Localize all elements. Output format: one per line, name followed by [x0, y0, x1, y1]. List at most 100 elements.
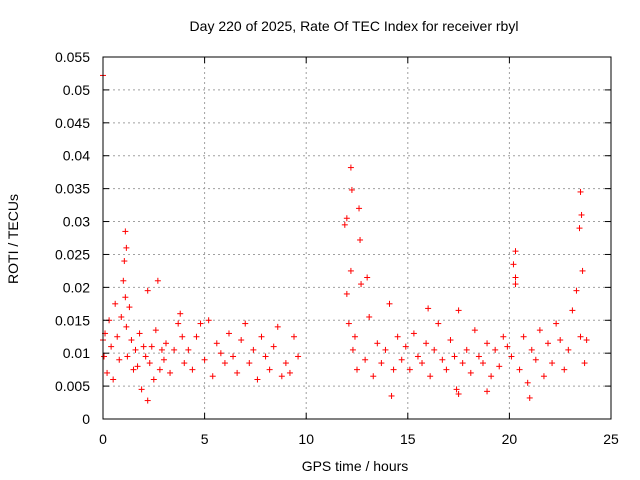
data-point: [576, 225, 583, 232]
data-point: [177, 310, 184, 317]
data-point: [453, 386, 460, 393]
data-point: [512, 248, 519, 255]
data-point: [492, 346, 499, 353]
data-point: [246, 360, 253, 367]
data-point: [577, 188, 584, 195]
data-point: [144, 397, 151, 404]
data-point: [394, 333, 401, 340]
data-point: [520, 333, 527, 340]
data-point: [250, 346, 257, 353]
data-point: [402, 343, 409, 350]
data-point: [286, 369, 293, 376]
data-point: [390, 366, 397, 373]
data-point: [354, 366, 360, 373]
data-point: [341, 221, 348, 228]
data-point: [581, 360, 588, 367]
data-point: [382, 346, 389, 353]
data-point: [510, 261, 517, 268]
data-point: [160, 356, 167, 363]
data-point: [116, 356, 123, 363]
data-point: [348, 186, 355, 193]
y-axis-ticks: 0 0.005 0.01 0.015 0.02 0.025 0.03 0.035 0.04 0.0…: [55, 49, 611, 427]
data-point: [569, 307, 576, 314]
data-point: [524, 379, 531, 386]
data-point: [144, 287, 151, 294]
y-tick-label: 0.05: [63, 82, 90, 98]
data-point: [122, 228, 129, 235]
data-point: [167, 369, 174, 376]
data-point: [112, 300, 119, 307]
data-point: [447, 337, 454, 344]
data-point: [175, 320, 182, 327]
data-point: [221, 360, 228, 367]
x-axis-ticks: 0 5 10 15 20 25: [99, 57, 619, 447]
data-point: [142, 353, 149, 360]
data-point: [545, 340, 552, 347]
data-point: [475, 353, 482, 360]
y-tick-label: 0.01: [63, 345, 90, 361]
y-tick-label: 0.025: [55, 246, 90, 262]
data-point: [148, 343, 155, 350]
data-point: [132, 346, 139, 353]
data-point: [364, 274, 371, 281]
data-point: [213, 340, 220, 347]
data-point: [583, 337, 590, 344]
x-tick-label: 15: [400, 431, 416, 447]
data-point: [488, 373, 495, 380]
x-tick-label: 25: [603, 431, 619, 447]
data-point: [455, 307, 462, 314]
data-point: [427, 373, 434, 380]
data-point: [484, 340, 491, 347]
data-point: [234, 369, 241, 376]
data-point: [171, 346, 178, 353]
data-point: [123, 323, 130, 330]
data-point: [152, 327, 159, 334]
data-point: [274, 323, 281, 330]
y-tick-label: 0.015: [55, 312, 90, 328]
data-point: [242, 320, 249, 327]
y-tick-label: 0: [82, 411, 90, 427]
data-point: [128, 337, 135, 344]
x-tick-label: 20: [502, 431, 518, 447]
data-point: [386, 300, 393, 307]
data-point: [185, 346, 192, 353]
y-tick-label: 0.045: [55, 115, 90, 131]
data-point: [156, 366, 163, 373]
data-point: [343, 215, 350, 222]
x-axis-label: GPS time / hours: [302, 458, 409, 474]
data-point: [347, 267, 354, 274]
data-point: [443, 366, 450, 373]
data-point: [254, 376, 261, 383]
x-tick-label: 5: [201, 431, 209, 447]
data-point: [459, 360, 466, 367]
data-point: [108, 343, 115, 350]
data-point: [270, 343, 277, 350]
data-point: [526, 394, 533, 401]
data-point: [553, 320, 560, 327]
data-point: [406, 366, 413, 373]
data-point: [158, 346, 165, 353]
data-point: [439, 356, 446, 363]
data-point: [258, 333, 265, 340]
data-point: [347, 164, 354, 171]
y-tick-label: 0.02: [63, 279, 90, 295]
data-point: [146, 360, 153, 367]
data-point: [508, 353, 515, 360]
data-point: [343, 290, 350, 297]
data-point: [351, 333, 358, 340]
grid-lines: [103, 57, 611, 419]
data-point: [388, 392, 395, 399]
data-point: [189, 366, 196, 373]
data-point: [101, 353, 108, 360]
data-point: [295, 353, 302, 360]
data-point: [419, 360, 426, 367]
data-point: [500, 333, 507, 340]
data-point: [130, 366, 137, 373]
data-point: [536, 327, 543, 334]
data-point: [484, 388, 491, 395]
data-point: [467, 369, 474, 376]
y-tick-label: 0.005: [55, 378, 90, 394]
data-point: [230, 353, 237, 360]
data-point: [124, 353, 131, 360]
